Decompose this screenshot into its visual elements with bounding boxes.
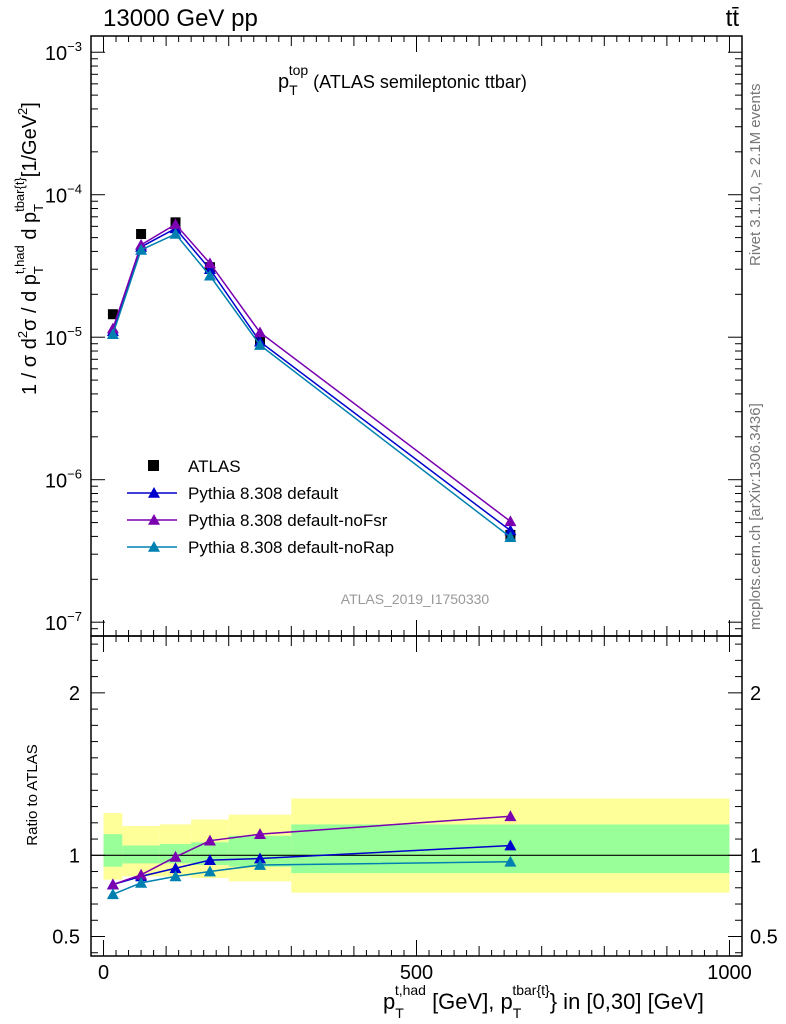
ratio-point-default-2 bbox=[169, 862, 182, 874]
plot-title: pTtop (ATLAS semileptonic ttbar) bbox=[278, 62, 527, 98]
main-point-noRap-2 bbox=[169, 228, 182, 239]
main-panel-content bbox=[106, 217, 517, 542]
main-line-noRap bbox=[112, 233, 511, 538]
main-point-noFsr-3 bbox=[203, 257, 216, 269]
ylabel-pre: 1 / σ d bbox=[19, 338, 41, 395]
legend: ATLAS Pythia 8.308 default Pythia 8.308 de… bbox=[127, 457, 394, 557]
ylabel-mid2: d p bbox=[19, 212, 41, 245]
energy-label: 13000 GeV pp bbox=[103, 5, 258, 32]
main-point-noRap-3 bbox=[203, 269, 216, 281]
main-ytick-label-3: 10−4 bbox=[45, 182, 82, 208]
main-point-noRap-5 bbox=[504, 531, 517, 542]
main-point-default-5 bbox=[504, 524, 517, 536]
ratio-ytick-label-left-1: 1 bbox=[69, 845, 80, 867]
ratio-point-noFsr-4 bbox=[254, 828, 267, 839]
atlas-point-0 bbox=[107, 309, 118, 320]
legend-marker-default bbox=[148, 487, 160, 498]
xlabel: pTt,had [GeV], pTtbar{t}} in [0,30] [GeV… bbox=[383, 982, 704, 1021]
title-rest: (ATLAS semileptonic ttbar) bbox=[308, 72, 527, 92]
ratio-point-noRap-0 bbox=[106, 888, 119, 900]
main-ytick-label-2: 10−5 bbox=[45, 324, 82, 350]
ratio-point-default-4 bbox=[254, 852, 267, 864]
ratio-band-inner-1 bbox=[122, 845, 160, 864]
ratio-ylabel: Ratio to ATLAS bbox=[24, 744, 41, 845]
legend-label-default: Pythia 8.308 default bbox=[188, 484, 339, 503]
axes: 10−7 10−6 10−5 10−4 10−3 0 500 1000 0.5 0.5 1 1 2 2 bbox=[45, 35, 778, 984]
analysis-watermark: ATLAS_2019_I1750330 bbox=[341, 591, 490, 607]
xlabel-end: } in [0,30] [GeV] bbox=[550, 989, 704, 1014]
ratio-line-noFsr bbox=[112, 815, 511, 886]
ratio-point-noFsr-0 bbox=[106, 878, 119, 890]
ratio-point-noFsr-3 bbox=[203, 834, 216, 846]
main-point-noRap-1 bbox=[135, 243, 148, 255]
main-line-noFsr bbox=[112, 223, 511, 522]
process-label: tt̄ bbox=[726, 5, 740, 32]
main-point-noRap-0 bbox=[106, 328, 119, 339]
xlabel-sup1: t,had bbox=[395, 982, 426, 998]
ylabel-end: ] bbox=[19, 102, 41, 108]
ratio-point-noRap-4 bbox=[254, 859, 267, 870]
xlabel-sub2: T bbox=[513, 1005, 522, 1021]
title-p: p bbox=[278, 71, 289, 93]
title-sup: top bbox=[289, 62, 309, 78]
main-ytick-label-0: 10−7 bbox=[45, 609, 82, 635]
main-point-noFsr-2 bbox=[169, 218, 182, 230]
ratio-ytick-label-right-0: 0.5 bbox=[750, 927, 778, 949]
ratio-point-default-5 bbox=[504, 839, 517, 851]
xlabel-sup2: tbar{t} bbox=[512, 982, 550, 998]
ylabel-sup1: 2 bbox=[15, 331, 30, 338]
ratio-point-noFsr-1 bbox=[135, 868, 148, 880]
main-point-noFsr-4 bbox=[254, 326, 267, 338]
rivet-label: Rivet 3.1.10, ≥ 2.1M events bbox=[747, 84, 764, 267]
main-point-noFsr-0 bbox=[106, 322, 119, 334]
title-sub: T bbox=[289, 82, 298, 98]
xlabel-sub1: T bbox=[395, 1005, 404, 1021]
xtick-label-1: 500 bbox=[400, 962, 433, 984]
ylabel-sup2: t,had bbox=[12, 245, 27, 274]
xtick-label-2: 1000 bbox=[707, 962, 752, 984]
main-point-noRap-4 bbox=[254, 339, 267, 350]
ratio-frame bbox=[90, 635, 743, 957]
ratio-point-noFsr-2 bbox=[169, 850, 182, 862]
ylabel-mid1: σ / d p bbox=[19, 274, 41, 331]
legend-marker-noRap bbox=[148, 541, 160, 552]
ratio-point-noRap-5 bbox=[504, 855, 517, 867]
legend-marker-atlas bbox=[148, 460, 159, 471]
main-point-noFsr-5 bbox=[504, 515, 517, 527]
legend-label-noRap: Pythia 8.308 default-noRap bbox=[188, 538, 394, 557]
ratio-point-default-3 bbox=[203, 854, 216, 865]
ylabel-sub2: T bbox=[31, 266, 46, 274]
ratio-point-noRap-1 bbox=[135, 876, 148, 888]
legend-label-atlas: ATLAS bbox=[188, 457, 241, 476]
ratio-panel-content bbox=[91, 798, 742, 900]
ratio-ytick-label-right-1: 1 bbox=[750, 845, 761, 867]
ratio-ytick-label-left-2: 2 bbox=[69, 683, 80, 705]
ylabel-sub3: T bbox=[31, 204, 46, 212]
ratio-ytick-label-left-0: 0.5 bbox=[52, 927, 80, 949]
xlabel-p1: p bbox=[383, 989, 395, 1014]
legend-marker-noFsr bbox=[148, 514, 160, 525]
legend-label-noFsr: Pythia 8.308 default-noFsr bbox=[188, 511, 388, 530]
mcplots-label: mcplots.cern.ch [arXiv:1306.3436] bbox=[747, 403, 764, 630]
ratio-point-noRap-3 bbox=[203, 865, 216, 877]
atlas-point-1 bbox=[136, 229, 147, 240]
main-ytick-label-4: 10−3 bbox=[45, 39, 82, 65]
ylabel-sup3: tbar{t} bbox=[12, 177, 27, 212]
ylabel-post: [1/GeV bbox=[19, 114, 41, 177]
ratio-point-noFsr-5 bbox=[504, 810, 517, 822]
ylabel-sup4: 2 bbox=[15, 108, 30, 115]
ratio-ytick-label-right-2: 2 bbox=[750, 683, 761, 705]
ratio-band-inner-0 bbox=[103, 834, 123, 867]
xlabel-mid: [GeV], p bbox=[426, 989, 513, 1014]
main-ylabel: 1 / σ d2σ / d pTt,had d pTtbar{t}[1/GeV2… bbox=[12, 102, 46, 395]
ratio-line-noRap bbox=[112, 861, 511, 895]
ratio-point-noRap-2 bbox=[169, 870, 182, 882]
xtick-label-0: 0 bbox=[98, 962, 109, 984]
main-ytick-label-1: 10−6 bbox=[45, 467, 82, 493]
